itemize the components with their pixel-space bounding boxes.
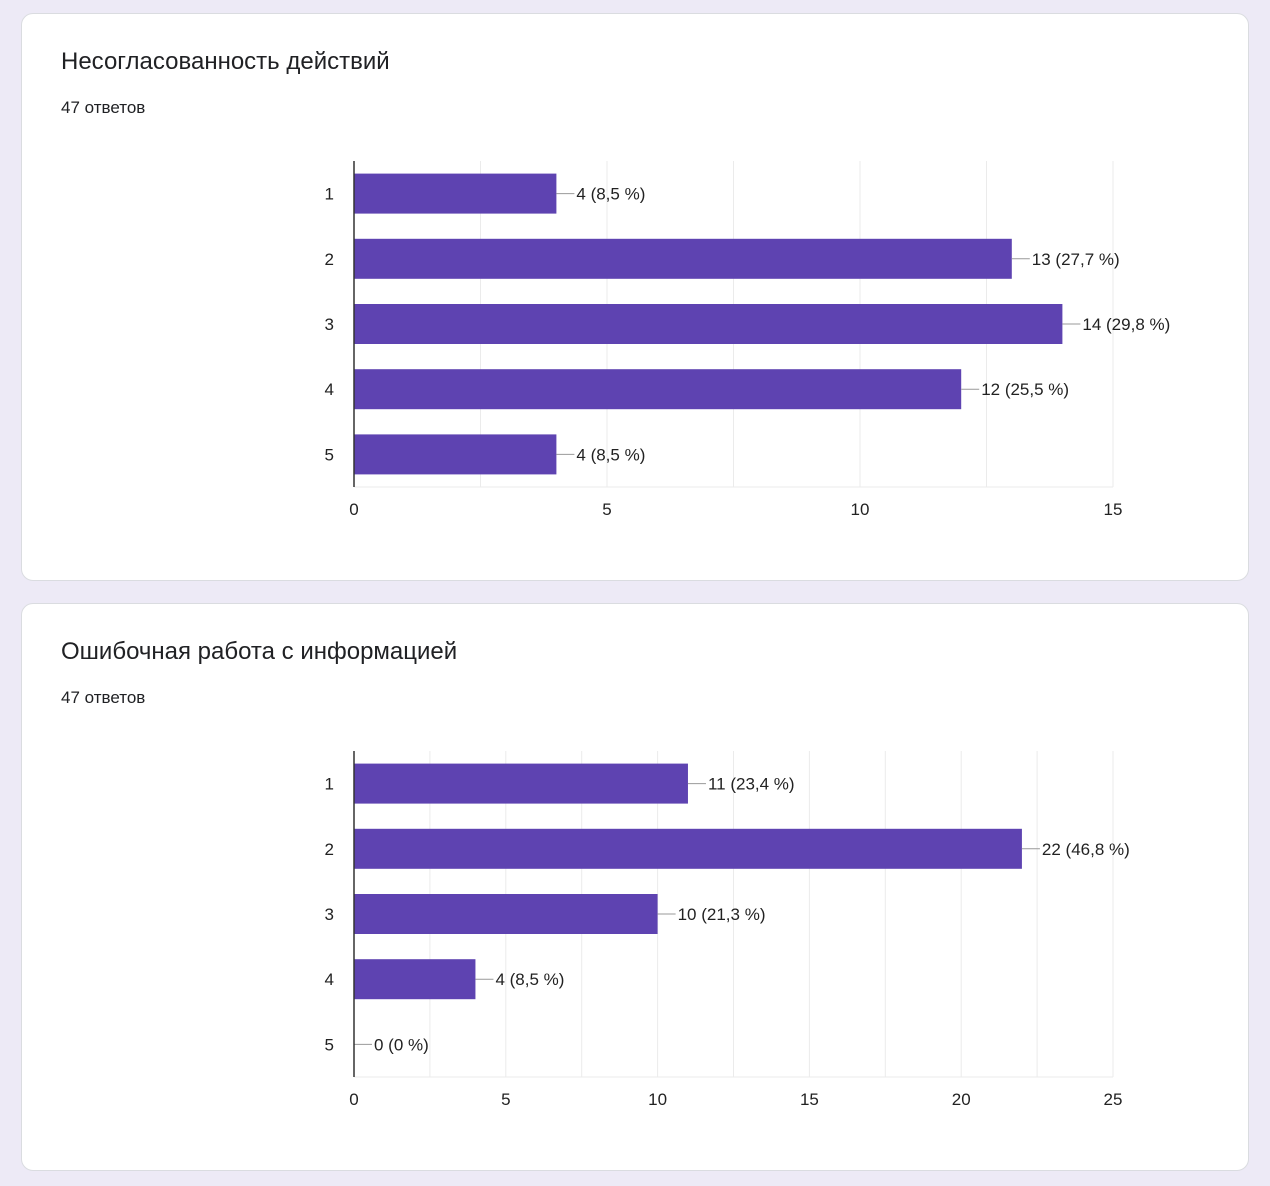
x-tick-label: 5 (602, 500, 611, 519)
data-label: 10 (21,3 %) (678, 905, 766, 924)
data-label: 13 (27,7 %) (1032, 250, 1120, 269)
category-label: 1 (325, 185, 334, 204)
data-label: 4 (8,5 %) (495, 970, 564, 989)
bar (354, 894, 658, 934)
category-label: 4 (325, 380, 334, 399)
bar (354, 434, 557, 475)
bar-chart: 4 (8,5 %) 1 13 (27,7 %) 2 14 (29,8 %) 3 12 (25… (325, 161, 1170, 519)
bar (354, 828, 1022, 869)
category-label: 5 (325, 445, 334, 464)
question-title: Ошибочная работа с информацией (61, 638, 458, 665)
bar (354, 369, 962, 410)
category-label: 2 (325, 250, 334, 269)
x-tick-label: 10 (851, 500, 870, 519)
bar (354, 959, 476, 1000)
question-title: Несогласованность действий (61, 48, 390, 75)
category-label: 3 (325, 315, 334, 334)
question-card-2: Ошибочная работа с информацией 47 ответо… (21, 603, 1249, 1171)
data-label: 22 (46,8 %) (1042, 840, 1130, 859)
category-label: 2 (325, 840, 334, 859)
x-tick-label: 20 (952, 1090, 971, 1109)
bar (354, 763, 688, 804)
x-tick-label: 25 (1104, 1090, 1123, 1109)
x-tick-label: 0 (349, 500, 358, 519)
x-tick-label: 15 (800, 1090, 819, 1109)
x-tick-label: 10 (648, 1090, 667, 1109)
bar (354, 304, 1063, 344)
x-tick-label: 15 (1104, 500, 1123, 519)
category-label: 3 (325, 905, 334, 924)
data-label: 12 (25,5 %) (981, 380, 1069, 399)
bar-chart: 11 (23,4 %) 1 22 (46,8 %) 2 10 (21,3 %) 3 4 (8… (325, 751, 1130, 1109)
x-tick-label: 0 (349, 1090, 358, 1109)
bar (354, 238, 1012, 279)
responses-count: 47 ответов (61, 98, 146, 117)
data-label: 4 (8,5 %) (576, 185, 645, 204)
data-label: 4 (8,5 %) (576, 445, 645, 464)
data-label: 0 (0 %) (374, 1035, 429, 1054)
data-label: 11 (23,4 %) (708, 775, 795, 794)
category-label: 4 (325, 970, 334, 989)
responses-count: 47 ответов (61, 688, 146, 707)
x-tick-label: 5 (501, 1090, 510, 1109)
data-label: 14 (29,8 %) (1082, 315, 1170, 334)
category-label: 5 (325, 1035, 334, 1054)
question-card-1: Несогласованность действий 47 ответов 4 … (21, 13, 1249, 581)
bar (354, 173, 557, 214)
category-label: 1 (325, 775, 334, 794)
